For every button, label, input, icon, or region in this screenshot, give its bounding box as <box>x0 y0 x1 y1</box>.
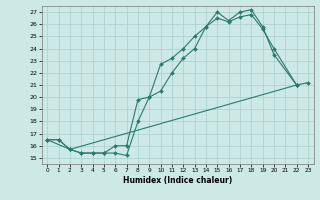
X-axis label: Humidex (Indice chaleur): Humidex (Indice chaleur) <box>123 176 232 185</box>
